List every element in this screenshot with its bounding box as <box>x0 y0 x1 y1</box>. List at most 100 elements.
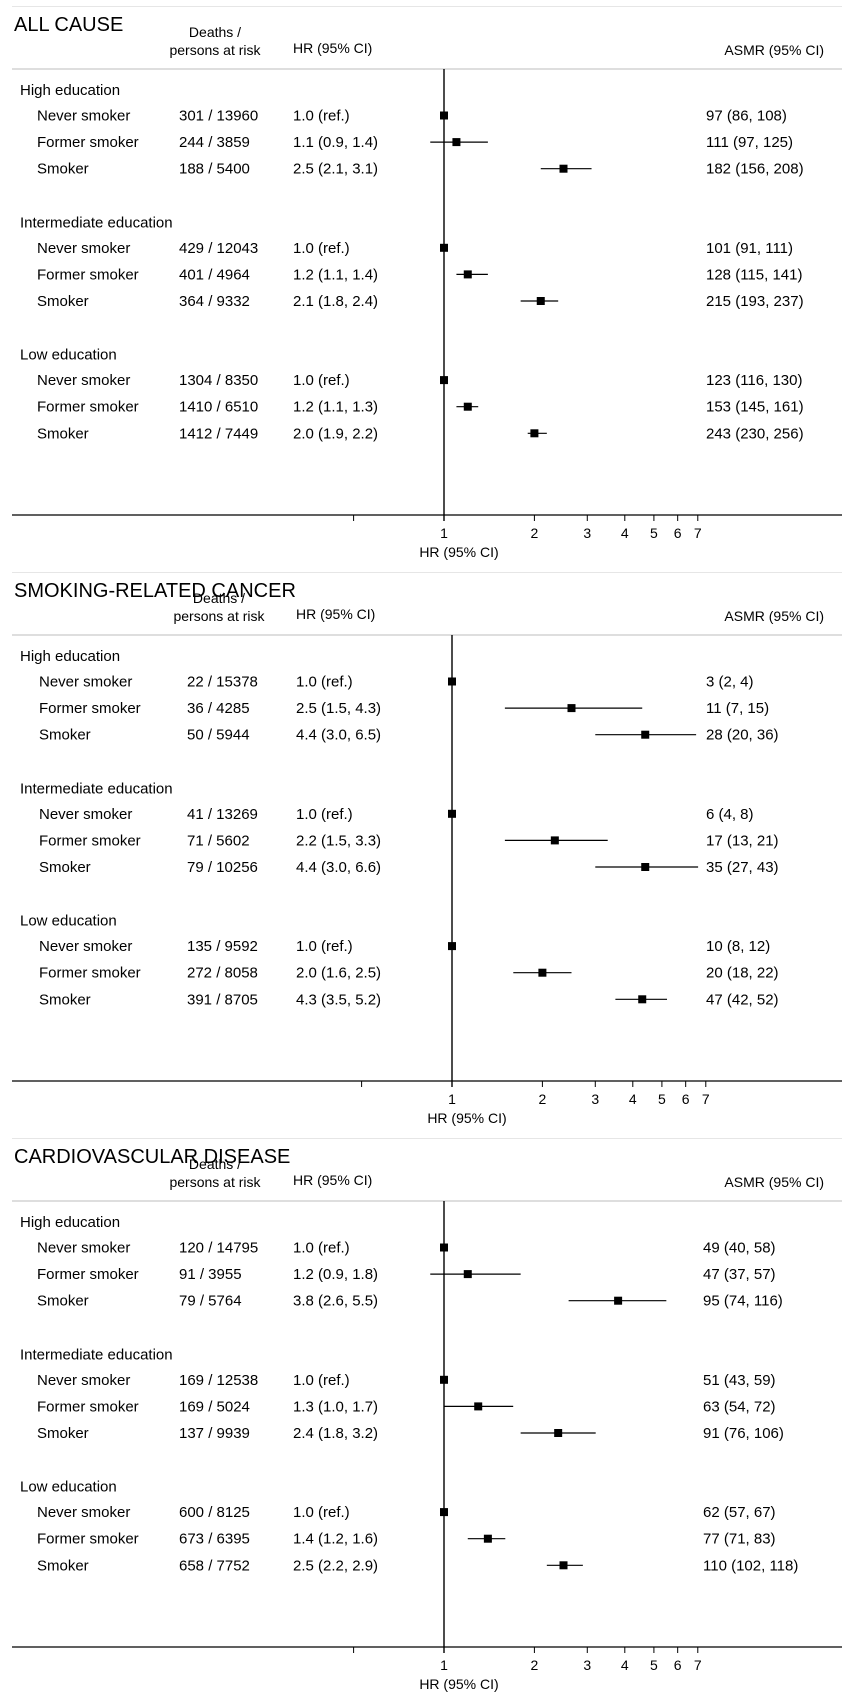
row-asmr: 101 (91, 111) <box>706 240 793 257</box>
hr-point <box>452 138 461 147</box>
row-label: Former smoker <box>37 1531 139 1548</box>
hr-point <box>463 1270 472 1279</box>
row-label: Former smoker <box>37 266 139 283</box>
x-tick-label: 5 <box>650 525 658 541</box>
row-hr-text: 1.0 (ref.) <box>293 240 350 257</box>
hr-point <box>448 677 456 686</box>
row-hr-text: 2.1 (1.8, 2.4) <box>293 293 378 310</box>
x-tick-label: 4 <box>629 1091 637 1107</box>
x-axis-label: HR (95% CI) <box>419 544 498 560</box>
group-label: Low education <box>20 913 117 930</box>
row-asmr: 6 (4, 8) <box>706 806 754 823</box>
row-hr-text: 4.3 (3.5, 5.2) <box>296 991 381 1008</box>
header-count-line2: persons at risk <box>169 42 261 58</box>
row-hr-text: 2.4 (1.8, 3.2) <box>293 1425 378 1442</box>
group-label: Low education <box>20 1479 117 1496</box>
row-count: 188 / 5400 <box>179 161 250 178</box>
hr-point <box>483 1534 492 1543</box>
panel-title: CARDIOVASCULAR DISEASE <box>14 1146 290 1168</box>
row-count: 135 / 9592 <box>187 938 258 955</box>
header-count-line2: persons at risk <box>169 1174 261 1190</box>
hr-point <box>567 704 576 713</box>
row-label: Never smoker <box>37 1372 130 1389</box>
row-label: Former smoker <box>37 399 139 416</box>
x-tick-label: 6 <box>674 525 682 541</box>
group-label: Intermediate education <box>20 214 173 231</box>
row-label: Smoker <box>39 859 91 876</box>
hr-point <box>440 1508 448 1517</box>
hr-point <box>440 1243 448 1252</box>
hr-point <box>474 1402 483 1411</box>
row-count: 244 / 3859 <box>179 134 250 151</box>
header-count-line1: Deaths / <box>189 24 241 40</box>
row-count: 169 / 5024 <box>179 1398 250 1415</box>
row-hr-text: 4.4 (3.0, 6.6) <box>296 859 381 876</box>
hr-point <box>448 809 456 818</box>
row-asmr: 128 (115, 141) <box>706 266 802 283</box>
x-tick-label: 7 <box>694 525 702 541</box>
row-asmr: 51 (43, 59) <box>703 1372 776 1389</box>
row-hr-text: 2.5 (2.2, 2.9) <box>293 1557 378 1574</box>
row-count: 22 / 15378 <box>187 674 258 691</box>
x-axis-label: HR (95% CI) <box>427 1110 506 1126</box>
x-tick-label: 1 <box>448 1091 456 1107</box>
row-count: 658 / 7752 <box>179 1557 250 1574</box>
hr-point <box>536 297 545 305</box>
group-label: Intermediate education <box>20 780 173 797</box>
row-label: Never smoker <box>39 806 132 823</box>
row-count: 600 / 8125 <box>179 1504 250 1521</box>
row-asmr: 49 (40, 58) <box>703 1240 776 1257</box>
row-label: Former smoker <box>37 1266 139 1283</box>
row-hr-text: 2.5 (1.5, 4.3) <box>296 700 381 717</box>
row-count: 391 / 8705 <box>187 991 258 1008</box>
hr-point <box>538 968 547 977</box>
x-tick-label: 5 <box>650 1657 658 1673</box>
row-label: Former smoker <box>39 965 141 982</box>
row-asmr: 17 (13, 21) <box>706 832 779 849</box>
row-label: Former smoker <box>37 134 139 151</box>
row-label: Never smoker <box>37 1240 130 1257</box>
x-tick-label: 6 <box>682 1091 690 1107</box>
hr-point <box>448 942 456 951</box>
row-label: Never smoker <box>37 372 130 389</box>
header-hr: HR (95% CI) <box>296 606 375 622</box>
row-count: 401 / 4964 <box>179 266 250 283</box>
header-count-line2: persons at risk <box>173 608 265 624</box>
row-asmr: 47 (37, 57) <box>703 1266 776 1283</box>
x-tick-label: 7 <box>694 1657 702 1673</box>
group-label: High education <box>20 648 120 665</box>
row-hr-text: 2.0 (1.6, 2.5) <box>296 965 381 982</box>
x-tick-label: 4 <box>621 1657 629 1673</box>
row-hr-text: 1.4 (1.2, 1.6) <box>293 1531 378 1548</box>
row-count: 50 / 5944 <box>187 727 250 744</box>
hr-point <box>440 376 448 385</box>
row-hr-text: 4.4 (3.0, 6.5) <box>296 727 381 744</box>
row-asmr: 95 (74, 116) <box>703 1293 783 1310</box>
row-asmr: 123 (116, 130) <box>706 372 802 389</box>
row-hr-text: 2.2 (1.5, 3.3) <box>296 832 381 849</box>
hr-point <box>641 863 650 871</box>
row-count: 1412 / 7449 <box>179 425 258 442</box>
row-hr-text: 1.0 (ref.) <box>293 1504 350 1521</box>
header-hr: HR (95% CI) <box>293 40 372 56</box>
row-asmr: 243 (230, 256) <box>706 425 804 442</box>
row-label: Never smoker <box>39 674 132 691</box>
row-asmr: 182 (156, 208) <box>706 161 804 178</box>
header-asmr: ASMR (95% CI) <box>724 42 824 58</box>
group-label: Low education <box>20 347 117 364</box>
row-label: Never smoker <box>39 938 132 955</box>
row-count: 79 / 5764 <box>179 1293 242 1310</box>
row-asmr: 3 (2, 4) <box>706 674 754 691</box>
row-label: Smoker <box>39 727 91 744</box>
row-hr-text: 1.2 (1.1, 1.4) <box>293 266 378 283</box>
row-hr-text: 2.5 (2.1, 3.1) <box>293 161 378 178</box>
x-tick-label: 5 <box>658 1091 666 1107</box>
hr-point <box>440 1375 448 1384</box>
hr-point <box>550 836 559 845</box>
x-tick-label: 2 <box>539 1091 547 1107</box>
x-tick-label: 3 <box>583 525 591 541</box>
row-hr-text: 1.3 (1.0, 1.7) <box>293 1398 378 1415</box>
row-hr-text: 1.0 (ref.) <box>296 806 353 823</box>
row-hr-text: 1.0 (ref.) <box>293 1372 350 1389</box>
